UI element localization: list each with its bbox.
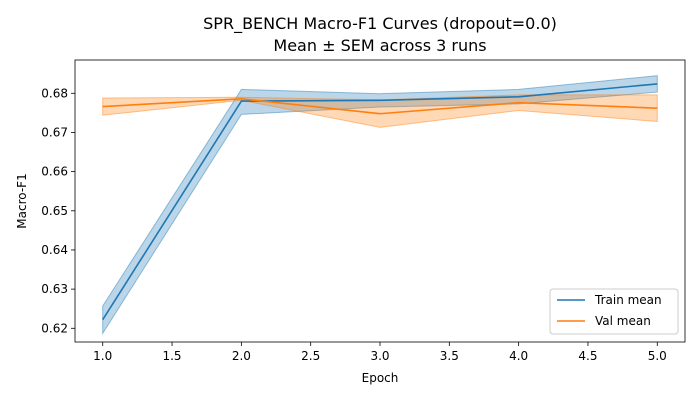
train-mean-line — [102, 83, 658, 321]
y-tick-label: 0.64 — [41, 243, 68, 257]
x-tick-label: 2.5 — [301, 349, 320, 363]
y-tick-label: 0.68 — [41, 86, 68, 100]
x-tick-label: 1.5 — [162, 349, 181, 363]
x-tick-label: 3.0 — [370, 349, 389, 363]
legend-train-label: Train mean — [594, 293, 662, 307]
legend: Train mean Val mean — [549, 288, 679, 335]
x-tick-label: 4.0 — [509, 349, 528, 363]
x-tick-label: 5.0 — [648, 349, 667, 363]
x-tick-label: 1.0 — [93, 349, 112, 363]
x-tick-label: 3.5 — [440, 349, 459, 363]
x-tick-label: 2.0 — [232, 349, 251, 363]
val-mean-line — [102, 97, 658, 115]
y-axis-label: Macro-F1 — [15, 173, 29, 228]
y-tick-label: 0.67 — [41, 125, 68, 139]
train-sem-band — [102, 75, 658, 336]
y-tick-label: 0.62 — [41, 321, 68, 335]
x-tick-label: 4.5 — [578, 349, 597, 363]
chart-subtitle: Mean ± SEM across 3 runs — [273, 36, 486, 55]
legend-val-label: Val mean — [595, 314, 651, 328]
chart-title: SPR_BENCH Macro-F1 Curves (dropout=0.0) — [203, 14, 557, 34]
y-tick-label: 0.66 — [41, 165, 68, 179]
x-axis-label: Epoch — [362, 371, 399, 385]
y-tick-label: 0.65 — [41, 204, 68, 218]
y-tick-label: 0.63 — [41, 282, 68, 296]
